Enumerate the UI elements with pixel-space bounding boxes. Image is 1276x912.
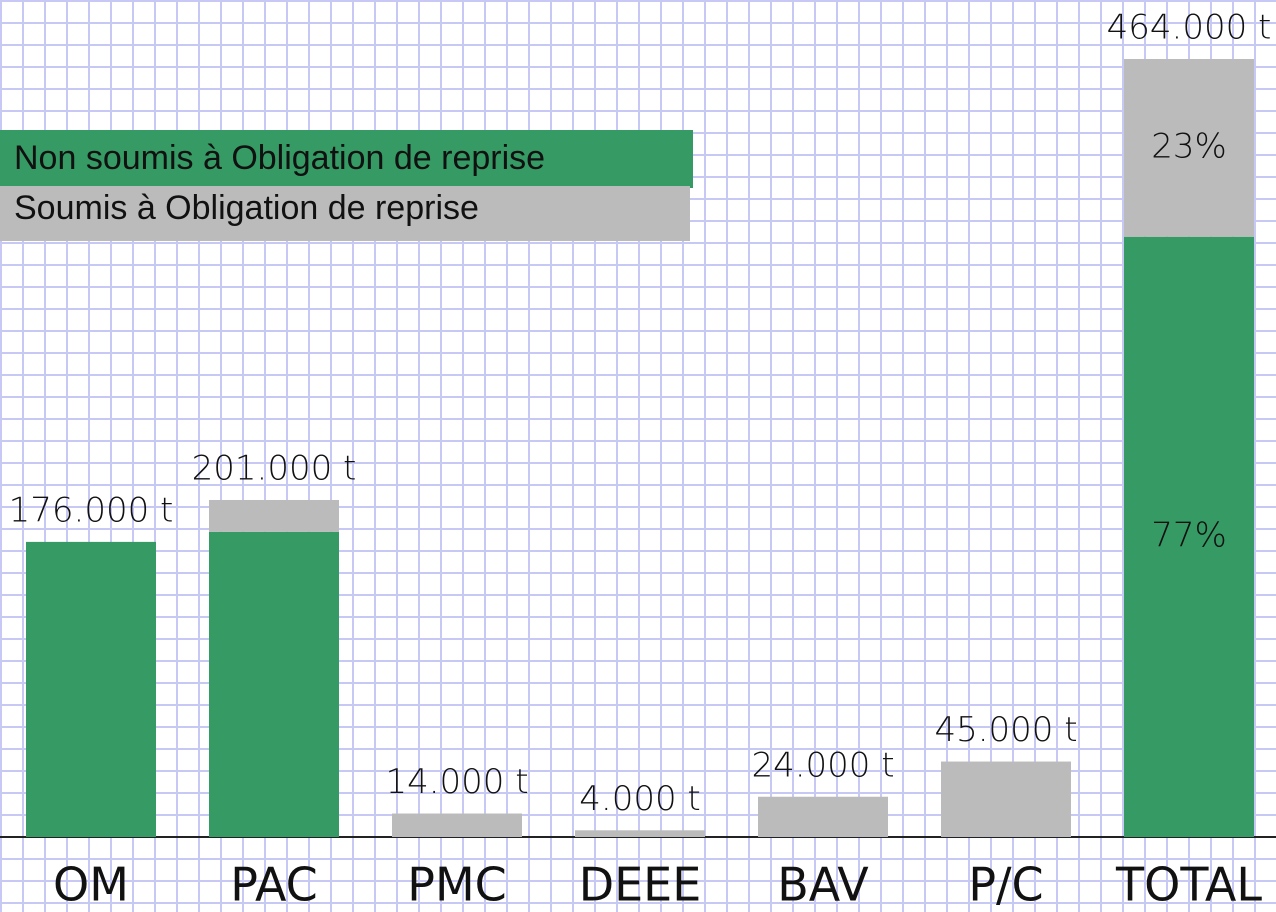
bar-segment bbox=[575, 830, 705, 837]
x-tick-label: DEEE bbox=[579, 858, 702, 912]
total-label: 14.000 t bbox=[385, 762, 528, 802]
legend-label: Non soumis à Obligation de reprise bbox=[14, 139, 545, 177]
bar-segment bbox=[209, 499, 339, 532]
bar-segment bbox=[26, 541, 156, 837]
total-label: 45.000 t bbox=[934, 710, 1077, 750]
x-tick-label: TOTAL bbox=[1115, 858, 1262, 912]
x-tick-label: P/C bbox=[968, 858, 1043, 912]
share-label: 77% bbox=[1151, 515, 1227, 555]
bar-segment bbox=[1124, 59, 1254, 237]
bar-segment bbox=[209, 531, 339, 837]
total-label: 464.000 t bbox=[1107, 8, 1272, 48]
total-label: 4.000 t bbox=[579, 779, 700, 819]
legend-swatch bbox=[0, 186, 690, 241]
legend-label: Soumis à Obligation de reprise bbox=[14, 189, 479, 227]
bar-segment bbox=[941, 761, 1071, 837]
x-tick-label: PMC bbox=[407, 858, 507, 912]
x-tick-label: OM bbox=[53, 858, 129, 912]
total-label: 201.000 t bbox=[192, 448, 357, 488]
bar-segment bbox=[392, 813, 522, 837]
legend-swatch bbox=[0, 130, 693, 188]
bar-segment bbox=[758, 796, 888, 837]
total-label: 24.000 t bbox=[751, 745, 894, 785]
bar-segment bbox=[1124, 236, 1254, 837]
total-label: 176.000 t bbox=[9, 490, 174, 530]
share-label: 23% bbox=[1151, 126, 1227, 166]
x-tick-label: BAV bbox=[777, 858, 869, 912]
x-tick-label: PAC bbox=[230, 858, 318, 912]
